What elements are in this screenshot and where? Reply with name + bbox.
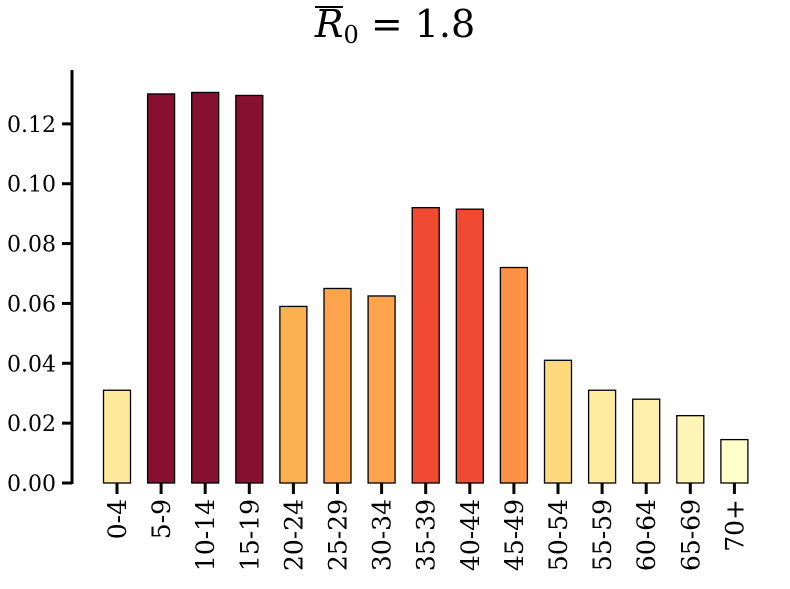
bar-30-34 xyxy=(367,295,396,484)
x-tick-label: 35-39 xyxy=(412,499,441,571)
bar-50-54 xyxy=(543,359,573,484)
y-axis: 0.00 0.02 0.04 0.06 0.08 0.10 0.12 xyxy=(7,70,74,497)
bar-25-29 xyxy=(323,287,352,484)
bar-55-59 xyxy=(587,389,617,484)
x-tick-label: 20-24 xyxy=(279,499,308,571)
x-tick-label: 70+ xyxy=(720,499,749,552)
x-tick-label: 0-4 xyxy=(103,499,132,539)
bars xyxy=(102,91,749,484)
bar-45-49 xyxy=(499,266,529,484)
bar-60-64 xyxy=(632,398,661,484)
x-tick-label: 15-19 xyxy=(235,499,264,571)
title-rest: = 1.8 xyxy=(358,2,476,46)
x-tick-label: 25-29 xyxy=(324,499,353,571)
y-tick-label: 0.12 xyxy=(7,113,56,138)
x-tick-label: 5-9 xyxy=(147,499,176,539)
bar-5-9 xyxy=(146,93,176,484)
title-subscript: 0 xyxy=(343,21,359,49)
chart-title: R0 = 1.8 xyxy=(0,2,790,49)
bar-40-44 xyxy=(455,208,484,484)
x-tick-label: 45-49 xyxy=(500,499,529,571)
y-tick-label: 0.08 xyxy=(7,233,56,258)
x-tick-label: 65-69 xyxy=(676,499,705,571)
x-tick-label: 50-54 xyxy=(544,499,573,571)
bar-70+ xyxy=(720,438,749,484)
title-symbol: R xyxy=(314,2,344,46)
bar-10-14 xyxy=(191,91,220,484)
x-tick-label: 40-44 xyxy=(456,499,485,571)
bar-35-39 xyxy=(411,207,440,484)
bar-15-19 xyxy=(235,94,264,484)
y-tick-label: 0.10 xyxy=(7,173,56,198)
x-tick-label: 60-64 xyxy=(632,499,661,571)
bar-0-4 xyxy=(102,389,132,484)
y-tick-label: 0.00 xyxy=(7,472,56,497)
y-tick-label: 0.06 xyxy=(7,292,56,317)
bar-65-69 xyxy=(676,415,705,484)
x-axis: 0-4 5-9 10-14 15-19 20-24 25-29 30-34 35-39 40-4… xyxy=(103,483,749,571)
y-tick-label: 0.04 xyxy=(7,352,56,377)
x-tick-label: 55-59 xyxy=(588,499,617,571)
bar-20-24 xyxy=(279,305,308,484)
y-tick-label: 0.02 xyxy=(7,412,56,437)
x-tick-label: 30-34 xyxy=(368,499,397,571)
x-tick-label: 10-14 xyxy=(191,499,220,571)
